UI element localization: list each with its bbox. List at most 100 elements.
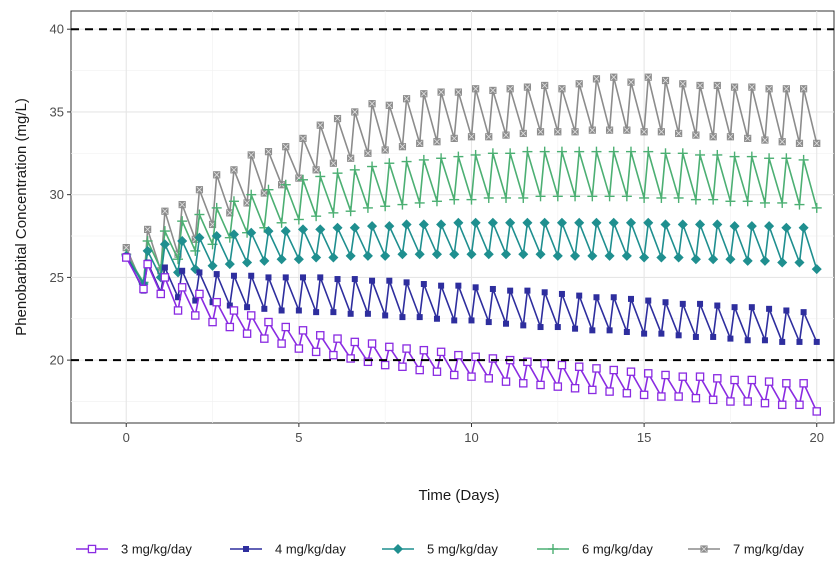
data-point-trough: [641, 330, 648, 337]
data-point-trough: [552, 191, 563, 202]
data-point-trough: [329, 159, 337, 167]
data-point-trough: [536, 380, 545, 390]
data-point-trough: [226, 302, 233, 309]
data-point-peak: [610, 73, 618, 81]
data-point-peak: [420, 281, 427, 288]
data-point-peak: [230, 166, 238, 174]
data-point-trough: [709, 133, 717, 141]
legend-item: 3 mg/kg/day: [76, 542, 192, 557]
data-point-trough: [242, 329, 252, 338]
data-point-peak: [798, 154, 809, 165]
data-point-peak: [645, 297, 652, 304]
data-point-peak: [661, 76, 670, 85]
data-point-trough: [224, 259, 235, 270]
legend-label: 3 mg/kg/day: [121, 542, 192, 557]
data-point-trough: [225, 322, 235, 332]
axes: 0 5 10 15 20 20 25 30 35 40: [50, 22, 824, 445]
data-point-trough: [500, 249, 512, 260]
data-point-peak: [644, 369, 653, 378]
data-point-trough: [811, 202, 822, 213]
data-point-peak: [280, 226, 291, 237]
data-point-peak: [541, 289, 548, 296]
data-point-trough: [708, 395, 718, 405]
data-point-peak: [627, 295, 634, 302]
data-point-trough: [796, 338, 803, 345]
data-point-peak: [367, 339, 377, 348]
data-point-trough: [554, 128, 562, 136]
data-point-trough: [191, 311, 200, 320]
data-point-peak: [333, 114, 342, 123]
data-point-trough: [761, 337, 768, 344]
data-point-trough: [623, 328, 630, 335]
data-point-trough: [588, 126, 596, 134]
data-point-peak: [386, 277, 393, 284]
data-point-trough: [276, 217, 287, 228]
data-point-trough: [364, 310, 371, 317]
data-point-peak: [764, 221, 775, 232]
data-point-peak: [177, 235, 188, 247]
data-point-peak: [453, 151, 464, 162]
data-point-peak: [487, 217, 498, 228]
data-point-trough: [311, 211, 322, 222]
series-1: [121, 253, 821, 416]
data-point-trough: [467, 133, 476, 141]
data-point-trough: [313, 309, 320, 316]
data-point-peak: [229, 306, 239, 315]
data-point-trough: [173, 254, 184, 265]
data-point-trough: [587, 191, 598, 202]
data-point-trough: [604, 191, 615, 202]
data-point-peak: [522, 146, 533, 157]
data-point-trough: [398, 143, 407, 151]
data-point-peak: [454, 350, 463, 360]
data-point-peak: [247, 151, 255, 159]
data-point-trough: [690, 194, 701, 205]
data-point-trough: [431, 196, 442, 207]
data-point-peak: [281, 322, 290, 332]
data-point-peak: [282, 274, 289, 281]
data-point-peak: [418, 219, 429, 230]
data-point-peak: [350, 337, 360, 347]
data-point-peak: [487, 148, 498, 159]
data-point-peak: [661, 370, 670, 380]
legend-label: 6 mg/kg/day: [582, 542, 653, 557]
data-point-peak: [507, 287, 514, 294]
data-point-trough: [484, 374, 494, 383]
data-point-peak: [160, 273, 170, 282]
data-point-peak: [574, 146, 585, 157]
data-point-trough: [277, 339, 286, 348]
data-point-peak: [644, 73, 652, 81]
data-point-peak: [298, 174, 309, 185]
data-point-peak: [299, 134, 307, 143]
data-point-peak: [592, 364, 601, 373]
data-point-peak: [799, 379, 808, 388]
data-point-peak: [143, 259, 152, 269]
data-point-peak: [627, 78, 635, 86]
data-point-peak: [697, 300, 704, 307]
data-point-peak: [317, 274, 324, 281]
data-point-peak: [782, 85, 790, 93]
data-point-trough: [449, 370, 459, 380]
y-tick-label: 30: [50, 187, 64, 202]
data-point-peak: [455, 282, 462, 289]
data-point-trough: [466, 194, 477, 205]
data-point-trough: [639, 252, 650, 263]
data-point-trough: [415, 365, 424, 375]
legend-key-marker: [392, 543, 404, 555]
data-point-trough: [278, 307, 285, 314]
data-point-trough: [192, 297, 199, 304]
data-point-peak: [558, 85, 566, 93]
data-point-peak: [159, 239, 170, 250]
data-point-peak: [713, 81, 721, 90]
series-line: [125, 255, 818, 343]
legend-item: 7 mg/kg/day: [688, 542, 804, 557]
data-point-trough: [501, 377, 511, 386]
data-point-trough: [329, 350, 338, 360]
data-point-peak: [608, 146, 619, 157]
legend-item: 6 mg/kg/day: [537, 542, 653, 557]
data-point-peak: [609, 365, 618, 375]
data-point-peak: [265, 274, 272, 281]
data-point-peak: [401, 219, 412, 230]
data-point-peak: [798, 222, 809, 233]
legend-label: 4 mg/kg/day: [275, 542, 346, 557]
data-point-peak: [159, 226, 170, 237]
